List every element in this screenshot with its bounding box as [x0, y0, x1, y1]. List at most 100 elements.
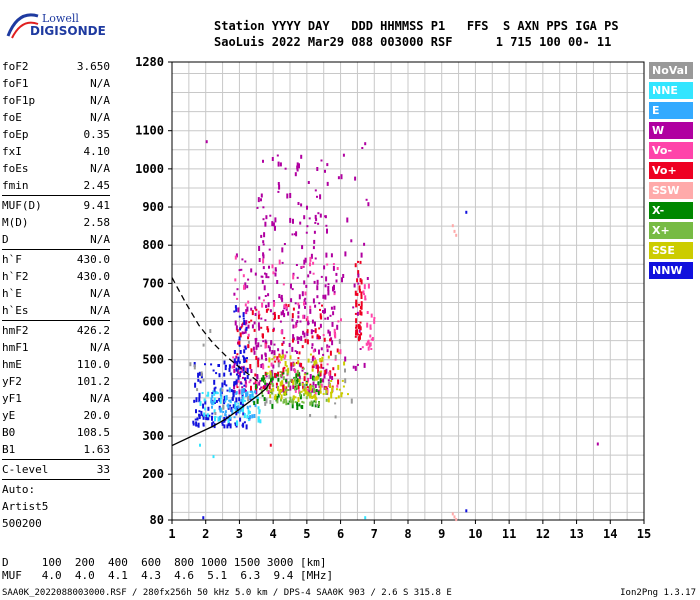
echo-point: [247, 278, 250, 281]
echo-point: [241, 388, 244, 394]
echo-point: [314, 321, 316, 327]
echo-point: [277, 358, 280, 361]
echo-point: [262, 364, 265, 370]
param-value: N/A: [90, 233, 110, 246]
echo-point: [242, 355, 245, 358]
echo-point: [307, 181, 310, 184]
echo-point: [212, 369, 215, 372]
echo-point: [246, 367, 249, 373]
param-label: D: [2, 233, 9, 246]
echo-point: [198, 371, 201, 376]
echo-point: [205, 417, 208, 420]
echo-point: [272, 364, 275, 369]
echo-point: [295, 322, 298, 327]
echo-point: [338, 352, 341, 355]
header-line2: SaoLuis 2022 Mar29 088 003000 RSF 1 715 …: [214, 35, 612, 49]
header-line1: Station YYYY DAY DDD HHMMSS P1 FFS S AXN…: [214, 19, 619, 33]
echo-point: [465, 509, 468, 513]
echo-point: [239, 408, 242, 412]
echo-point: [233, 407, 236, 410]
echo-point: [312, 375, 314, 381]
echo-point: [355, 299, 358, 304]
echo-point: [245, 383, 248, 387]
echo-point: [201, 392, 204, 394]
echo-point: [243, 349, 246, 354]
echo-point: [307, 358, 310, 363]
echo-point: [319, 308, 321, 311]
echo-point: [280, 398, 282, 402]
echo-point: [225, 395, 228, 401]
echo-point: [324, 215, 327, 219]
echo-point: [233, 416, 236, 419]
echo-point: [291, 318, 294, 322]
echo-point: [255, 384, 258, 390]
echo-point: [323, 337, 326, 342]
echo-point: [298, 378, 301, 383]
echo-point: [277, 393, 280, 398]
echo-point: [360, 311, 363, 316]
legend-item: NNW: [649, 262, 693, 279]
legend-item: X-: [649, 202, 693, 219]
echo-point: [312, 355, 315, 358]
param-value: N/A: [90, 111, 110, 124]
echo-point: [334, 415, 337, 419]
echo-point: [313, 377, 316, 382]
echo-point: [233, 310, 236, 313]
echo-point: [306, 372, 309, 375]
echo-point: [278, 184, 281, 190]
echo-point: [258, 325, 261, 331]
echo-point: [235, 367, 238, 372]
echo-point: [324, 369, 327, 375]
echo-point: [291, 346, 294, 352]
echo-point: [306, 329, 309, 334]
echo-point: [202, 424, 205, 427]
echo-point: [282, 367, 285, 373]
x-tick-label: 4: [270, 527, 277, 541]
echo-point: [324, 317, 327, 320]
echo-point: [202, 378, 205, 382]
echo-point: [319, 378, 322, 384]
echo-point: [262, 240, 265, 244]
echo-point: [337, 320, 340, 323]
echo-point: [293, 362, 296, 366]
echo-point: [305, 396, 308, 400]
param-value: 4.10: [83, 145, 111, 158]
echo-point: [198, 392, 201, 398]
echo-point: [361, 346, 364, 349]
echo-point: [341, 379, 344, 382]
echo-point: [317, 374, 320, 378]
x-tick-label: 7: [371, 527, 378, 541]
param-label: hmE: [2, 358, 22, 371]
echo-point: [358, 329, 361, 333]
echo-point: [316, 295, 319, 299]
echo-point: [357, 273, 360, 278]
echo-point: [237, 374, 240, 380]
echo-point: [192, 422, 195, 426]
echo-point: [237, 307, 240, 313]
echo-point: [367, 202, 370, 207]
echo-point: [215, 399, 218, 403]
echo-point: [358, 285, 361, 291]
echo-point: [225, 364, 227, 367]
echo-point: [332, 286, 334, 292]
echo-point: [316, 167, 319, 171]
echo-point: [279, 374, 282, 377]
echo-point: [243, 413, 246, 419]
echo-point: [329, 374, 332, 379]
echo-point: [319, 358, 322, 362]
echo-point: [244, 311, 247, 314]
echo-point: [357, 336, 360, 342]
echo-point: [234, 380, 237, 385]
echo-point: [334, 333, 337, 339]
echo-point: [306, 331, 309, 336]
echo-point: [298, 382, 301, 386]
echo-point: [300, 362, 303, 367]
echo-point: [297, 340, 300, 344]
echo-point: [304, 338, 307, 343]
echo-point: [309, 385, 312, 391]
param-label: foEp: [2, 128, 29, 141]
echo-point: [311, 385, 313, 388]
echo-point: [298, 403, 301, 407]
echo-point: [242, 274, 245, 278]
